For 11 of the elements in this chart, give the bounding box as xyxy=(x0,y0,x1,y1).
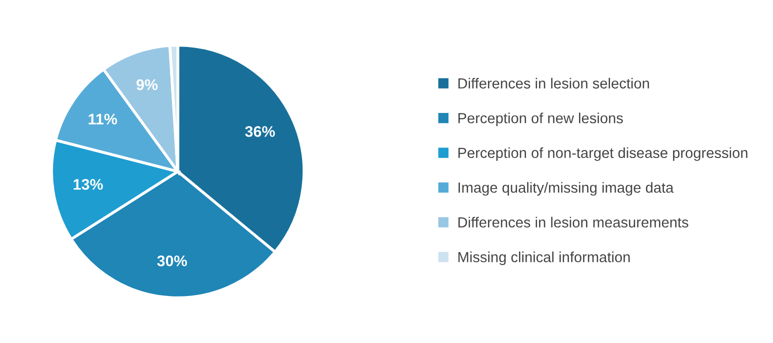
data-label: 30% xyxy=(157,255,187,266)
legend-label: Differences in lesion selection xyxy=(458,78,649,89)
data-label: 9% xyxy=(136,79,158,90)
legend-label: Differences in lesion measurements xyxy=(458,216,688,228)
legend-label: Missing clinical information xyxy=(458,252,630,266)
legend-label: Perception of non-target disease progression xyxy=(458,147,748,161)
data-label: 36% xyxy=(245,126,275,137)
data-label: 11% xyxy=(88,114,118,124)
legend-label: Perception of new lesions xyxy=(458,112,623,126)
legend-label: Image quality/missing image data xyxy=(458,182,674,196)
data-label: 13% xyxy=(74,179,103,190)
